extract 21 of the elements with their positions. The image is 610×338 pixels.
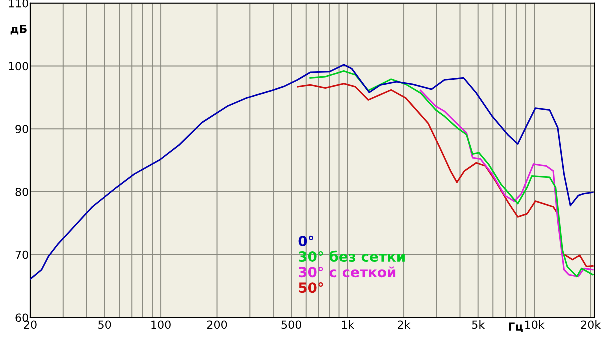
x-tick-label: 50 <box>98 320 112 330</box>
y-tick-label: 80 <box>16 188 28 196</box>
x-tick-label: 20 <box>24 320 37 330</box>
y-tick-label: 70 <box>16 250 28 260</box>
y-tick-label: 100 <box>9 62 28 71</box>
text: 0° <box>298 236 314 247</box>
text: 30° с сеткой <box>299 266 396 278</box>
x-axis-title: Гц <box>509 322 523 332</box>
x-tick-label: 5k <box>472 320 486 330</box>
y-tick-label: 60 <box>16 314 28 322</box>
x-tick-label: 200 <box>207 320 228 330</box>
x-tick-label: 1k <box>342 320 355 329</box>
x-tick-label: 10k <box>526 320 545 330</box>
y-tick-label: 90 <box>16 125 28 134</box>
x-tick-label: 500 <box>282 320 302 330</box>
y-axis-title: дБ <box>10 25 27 35</box>
text: 50° <box>299 282 324 294</box>
text: 30° без сетки <box>299 250 405 262</box>
x-tick-label: 100 <box>152 320 171 330</box>
x-tick-label: 20k <box>581 320 602 330</box>
x-tick-label: 2k <box>398 320 411 329</box>
